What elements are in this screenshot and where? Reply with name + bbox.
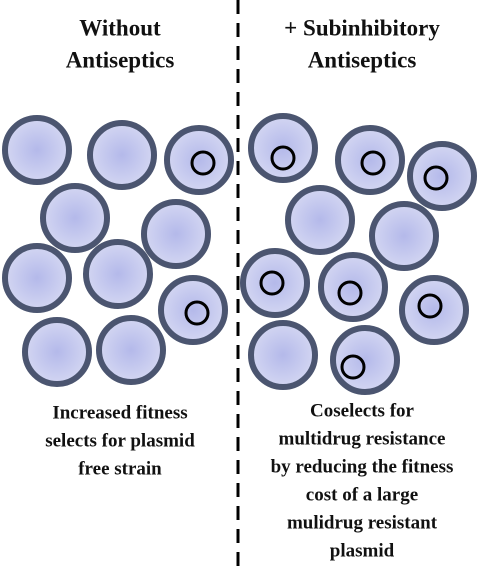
cell <box>285 185 355 255</box>
cell <box>141 199 211 269</box>
cell <box>2 115 72 185</box>
caption-line: plasmid <box>330 540 395 561</box>
cell <box>330 325 400 395</box>
cell <box>407 141 477 211</box>
panel-title: Antiseptics <box>308 47 417 72</box>
right-cells <box>240 113 477 395</box>
cell <box>399 275 469 345</box>
cell <box>240 248 310 318</box>
cell <box>369 201 439 271</box>
cell <box>96 315 166 385</box>
cell <box>83 239 153 309</box>
left-cells <box>2 115 234 387</box>
plasmid <box>270 145 296 171</box>
cell <box>164 125 234 195</box>
cell <box>87 120 157 190</box>
plasmid <box>423 165 449 191</box>
plasmid <box>360 150 386 176</box>
plasmid <box>184 300 210 326</box>
caption-line: free strain <box>78 458 162 479</box>
caption-line: Coselects for <box>310 400 414 421</box>
plasmid <box>259 270 285 296</box>
plasmid <box>340 354 366 380</box>
caption-line: by reducing the fitness <box>271 456 454 477</box>
caption-line: multidrug resistance <box>279 428 446 449</box>
panel-title: Antiseptics <box>66 47 175 72</box>
plasmid <box>417 293 443 319</box>
cell <box>335 125 405 195</box>
panel-title: Without <box>79 15 161 40</box>
caption-line: selects for plasmid <box>45 430 195 451</box>
plasmid <box>337 280 363 306</box>
cell <box>158 275 228 345</box>
plasmid <box>190 150 216 176</box>
caption-line: Increased fitness <box>52 402 187 423</box>
caption-line: cost of a large <box>306 484 418 505</box>
caption-line: mulidrug resistant <box>287 512 438 533</box>
cell <box>318 252 388 322</box>
cell <box>248 320 318 390</box>
panel-title: + Subinhibitory <box>284 15 440 40</box>
cell <box>2 243 72 313</box>
cell <box>40 183 110 253</box>
cell <box>22 317 92 387</box>
